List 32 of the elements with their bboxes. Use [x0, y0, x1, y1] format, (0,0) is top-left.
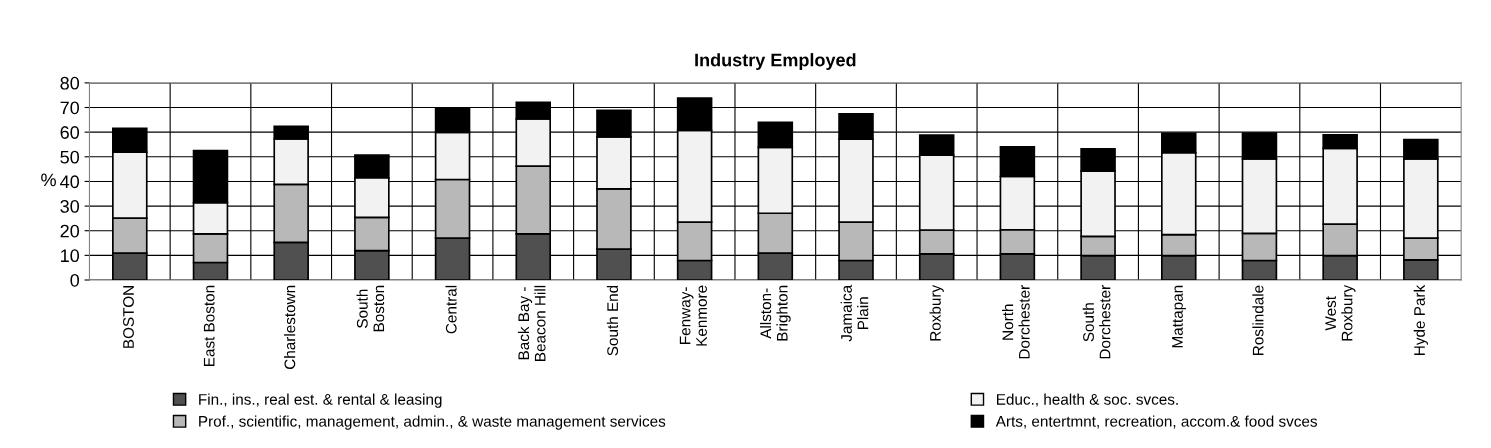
x-tick-label: Back Bay - Beacon Hill — [517, 285, 546, 361]
y-tick-label: 0 — [70, 273, 80, 287]
x-tick-label: Charlestown — [284, 285, 296, 369]
y-axis-title: % — [41, 173, 56, 187]
y-tick-label: 80 — [60, 76, 80, 90]
x-tick-label: Hyde Park — [1413, 284, 1428, 355]
x-tick-label: Fenway- Kenmore — [679, 285, 707, 346]
y-tick-label: 30 — [60, 200, 80, 213]
x-tick-label: BOSTON — [123, 286, 134, 348]
x-tick-label: South Dorchester — [1082, 285, 1111, 359]
chart-title: Industry Employed — [695, 53, 856, 70]
y-tick-label: 20 — [60, 224, 80, 238]
x-tick-label: West Roxbury — [1325, 284, 1356, 341]
x-tick-label: South Boston — [356, 285, 385, 332]
x-tick-label: Roxbury — [929, 284, 944, 341]
legend-label: Fin., ins., real est. & rental & leasing — [199, 393, 442, 408]
x-tick-label: Roslindale — [1252, 285, 1264, 355]
x-tick-label: Central — [445, 285, 457, 334]
x-tick-label: East Boston — [203, 285, 215, 366]
legend-label: Educ., health & soc. svces. — [997, 393, 1178, 407]
legend-label: Arts, entertmnt, recreation, accom.& food svces — [995, 415, 1318, 429]
legend-label: Prof., scientific, management, admin., & waste management services — [199, 415, 666, 430]
y-tick-label: 60 — [60, 126, 80, 139]
x-tick-label: Allston- Brighton — [759, 285, 791, 341]
x-tick-label: South End — [606, 285, 619, 356]
x-tick-label: North Dorchester — [1002, 285, 1030, 359]
x-tick-label: Jamaica Plain — [840, 284, 869, 342]
x-tick-label: Mattapan — [1172, 285, 1186, 348]
y-tick-label: 40 — [60, 175, 80, 189]
y-tick-label: 50 — [60, 150, 80, 164]
y-tick-label: 70 — [60, 101, 80, 115]
y-tick-label: 10 — [61, 249, 80, 263]
